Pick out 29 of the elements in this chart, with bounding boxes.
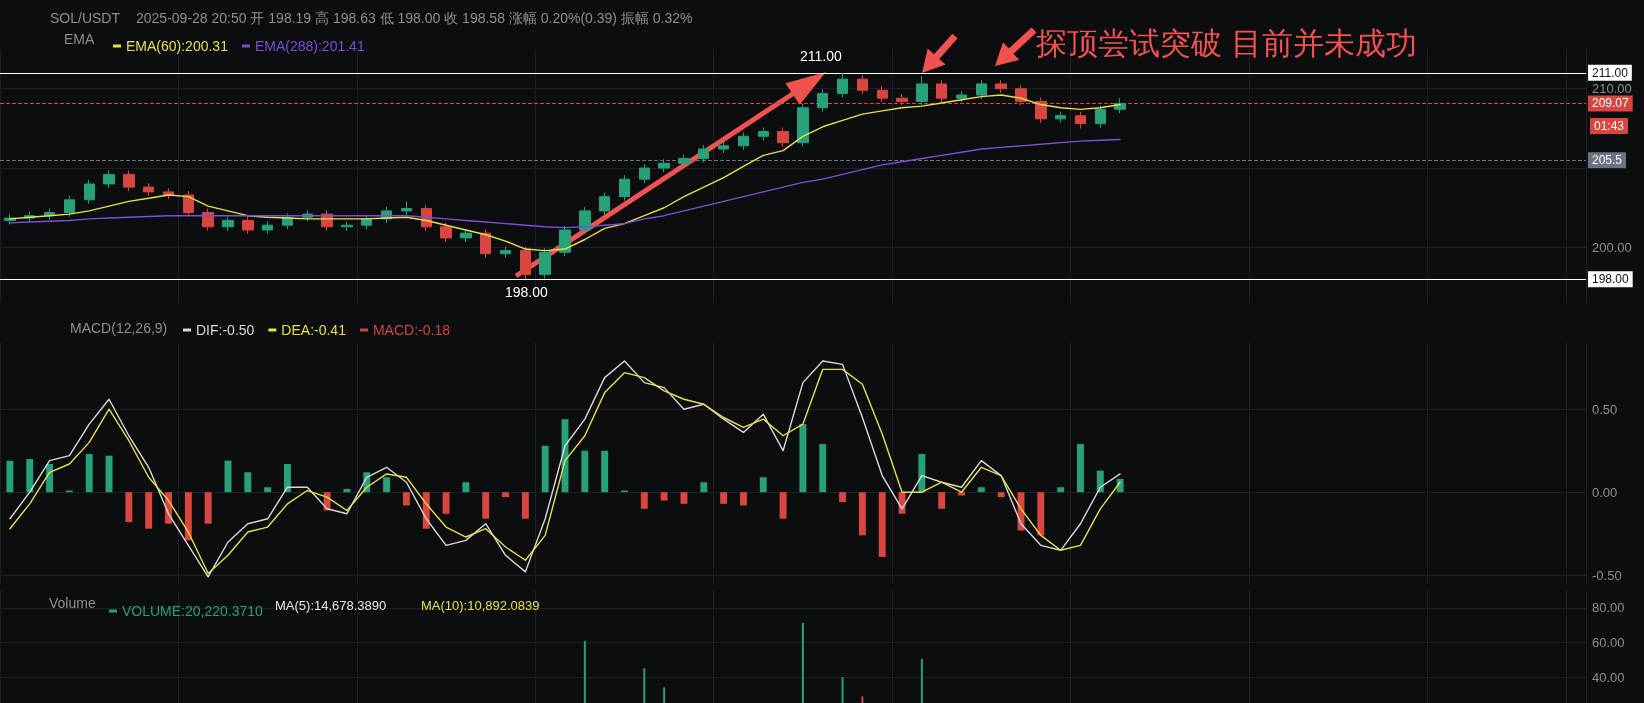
legend-title: EMA <box>64 31 95 47</box>
y-tick-label: 80.00 <box>1592 600 1625 616</box>
ref-line-label: 198.00 <box>1592 272 1630 287</box>
y-tick-label: -0.50 <box>1592 567 1622 583</box>
y-tick-label: 210.00 <box>1592 81 1632 97</box>
legend-label: MACD:-0.18 <box>372 322 451 338</box>
y-tick-label: 200.00 <box>1592 239 1632 255</box>
legend-label: VOLUME:20,220.3710 <box>122 603 264 619</box>
annotation: MA(10):10,892.0839 <box>421 598 540 613</box>
ref-line-label: 205.5 <box>1592 153 1623 168</box>
ref-line-label: 211.00 <box>1592 65 1629 80</box>
annotation: 211.00 <box>800 47 842 64</box>
chart-subtitle: 2025-09-28 20:50 开 198.19 高 198.63 低 198.00 收 198.58 涨幅 0.20%(0.39) 振幅 0.32% <box>136 10 693 26</box>
legend-label: EMA(60):200.31 <box>126 38 229 54</box>
text: 01:43 <box>1594 119 1625 133</box>
annotation: 探顶尝试突破 目前并未成功 <box>1036 26 1417 61</box>
annotation: 198.00 <box>505 284 549 301</box>
legend-label: EMA(288):201.41 <box>254 38 365 54</box>
y-tick-label: 0.00 <box>1592 484 1618 500</box>
y-tick-label: 40.00 <box>1592 669 1625 685</box>
chart-title: SOL/USDT <box>50 10 121 26</box>
annotation: MA(5):14,678.3890 <box>275 598 387 613</box>
chart-title: MACD(12,26,9) <box>70 320 168 336</box>
legend-label: DEA:-0.41 <box>281 322 347 338</box>
y-tick-label: 60.00 <box>1592 634 1625 650</box>
y-tick-label: 0.50 <box>1592 401 1618 417</box>
chart-title: Volume <box>49 595 96 611</box>
legend-label: DIF:-0.50 <box>196 322 255 338</box>
ref-line-label: 209.07 <box>1592 96 1630 111</box>
